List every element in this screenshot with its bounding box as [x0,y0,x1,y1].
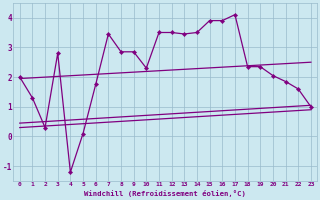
X-axis label: Windchill (Refroidissement éolien,°C): Windchill (Refroidissement éolien,°C) [84,190,246,197]
